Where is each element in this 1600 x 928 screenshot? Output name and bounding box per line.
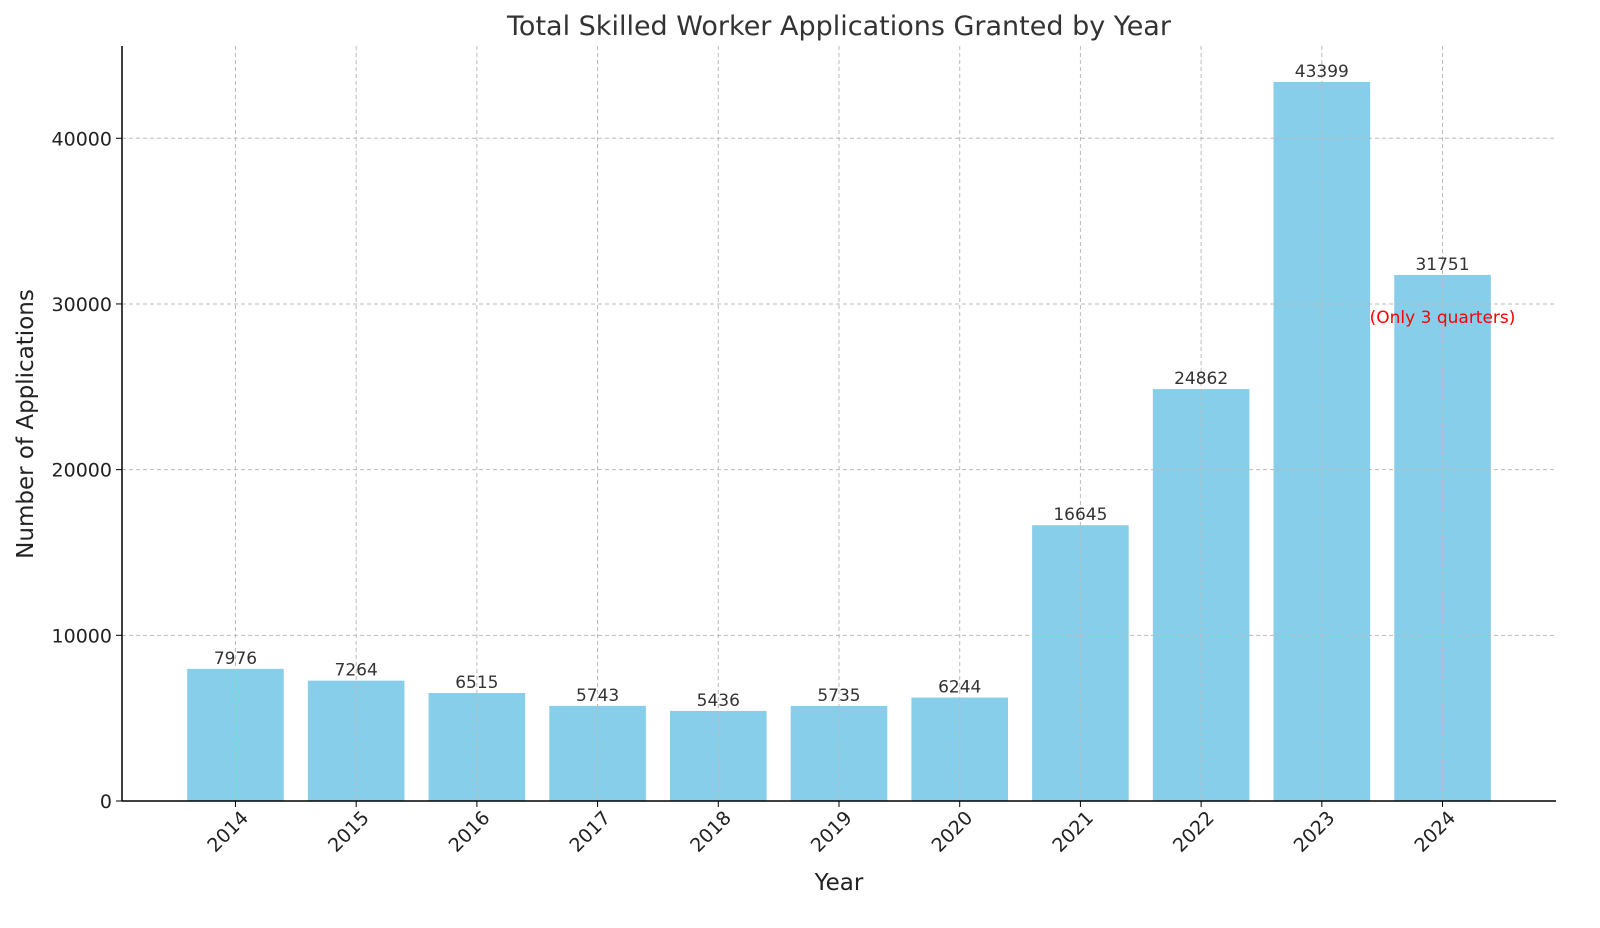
y-axis-label: Number of Applications xyxy=(13,289,39,559)
x-tick-label: 2022 xyxy=(1169,807,1219,857)
data-label-2015: 7264 xyxy=(335,661,378,681)
y-tick-label: 40000 xyxy=(52,128,112,150)
x-tick-label: 2015 xyxy=(324,807,374,857)
data-label-2020: 6244 xyxy=(938,678,981,698)
x-tick-label: 2018 xyxy=(686,807,736,857)
y-tick-label: 30000 xyxy=(52,294,112,316)
data-labels: 7976 7264 6515 5743 5436 5735 6244 16645 24862 43… xyxy=(214,62,1470,711)
data-label-2016: 6515 xyxy=(455,673,498,693)
chart-title: Total Skilled Worker Applications Grante… xyxy=(506,11,1172,42)
x-tick-label: 2023 xyxy=(1290,807,1340,857)
x-tick-label: 2017 xyxy=(565,807,615,857)
x-tick-label: 2024 xyxy=(1410,807,1460,857)
x-tick-label: 2020 xyxy=(927,807,977,857)
x-tick-label: 2016 xyxy=(445,807,495,857)
data-label-2022: 24862 xyxy=(1174,369,1228,389)
data-label-2024: 31751 xyxy=(1415,255,1469,275)
data-label-2018: 5436 xyxy=(697,691,740,711)
x-axis-label: Year xyxy=(814,870,864,896)
y-tick-label: 10000 xyxy=(52,625,112,647)
x-tick-label: 2014 xyxy=(203,807,253,857)
y-tick-label: 0 xyxy=(100,791,112,813)
data-label-2017: 5743 xyxy=(576,686,619,706)
data-label-2014: 7976 xyxy=(214,649,257,669)
y-tick-label: 20000 xyxy=(52,460,112,482)
data-label-2021: 16645 xyxy=(1053,505,1107,525)
data-label-2023: 43399 xyxy=(1295,62,1349,82)
annotation-partial-year: (Only 3 quarters) xyxy=(1370,308,1516,328)
data-label-2019: 5735 xyxy=(817,686,860,706)
x-tick-label: 2019 xyxy=(807,807,857,857)
x-tick-label: 2021 xyxy=(1048,807,1098,857)
